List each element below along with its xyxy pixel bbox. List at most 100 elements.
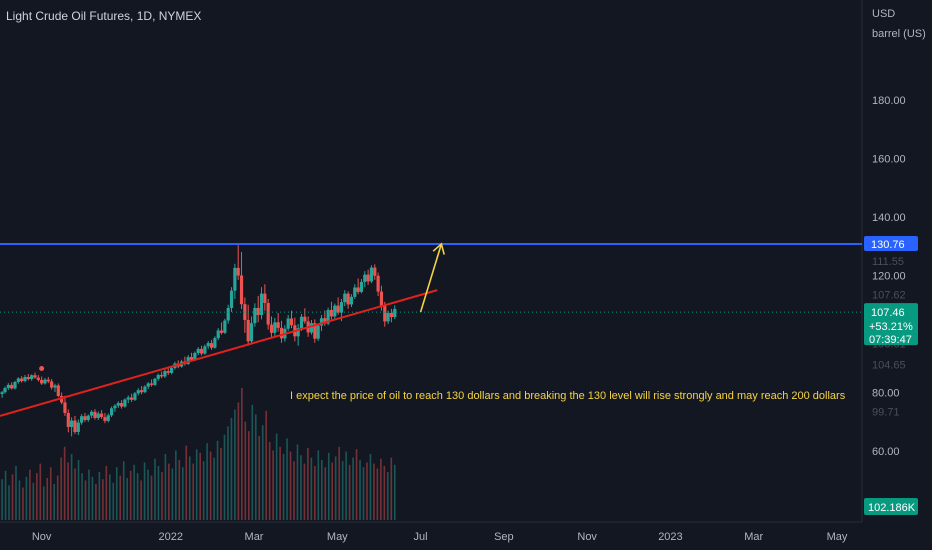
volume-bar xyxy=(275,433,278,520)
volume-bar xyxy=(25,476,28,520)
candle-body xyxy=(123,399,127,407)
price-tick-label: 140.00 xyxy=(872,212,906,224)
price-tick-label: 120.00 xyxy=(872,271,906,283)
volume-bar xyxy=(314,466,316,520)
volume-bar xyxy=(84,480,87,520)
price-tick-label: 80.00 xyxy=(872,388,900,400)
volume-bar xyxy=(88,469,90,520)
candle-body xyxy=(329,310,334,317)
volume-bar xyxy=(122,461,125,520)
candle-body xyxy=(90,411,94,416)
candle-body xyxy=(343,293,347,303)
candle-body xyxy=(139,390,144,393)
candle-body xyxy=(129,397,134,400)
candle-body xyxy=(156,374,160,379)
plot-area[interactable] xyxy=(0,0,862,522)
volume-bar xyxy=(352,457,354,520)
time-tick-label: Mar xyxy=(744,531,763,543)
candle-body xyxy=(76,422,80,432)
volume-bars xyxy=(1,388,396,520)
candle-body xyxy=(333,305,337,317)
forecast-arrow[interactable] xyxy=(419,242,445,313)
volume-bar xyxy=(175,450,177,520)
last-price-tag[interactable]: 107.46 +53.21% 07:39:47 xyxy=(864,303,918,346)
time-tick-label: Nov xyxy=(577,531,597,543)
volume-bar xyxy=(206,443,208,520)
candle-body xyxy=(126,397,130,400)
volume-bar xyxy=(133,464,135,520)
volume-bar xyxy=(181,467,184,520)
candle-body xyxy=(133,393,137,400)
candle-body xyxy=(346,293,350,305)
candle-body xyxy=(53,385,57,388)
candle-body xyxy=(296,328,300,337)
support-trend-line[interactable] xyxy=(0,289,438,417)
volume-bar xyxy=(109,474,111,520)
candle-body xyxy=(229,290,234,308)
volume-bar xyxy=(369,454,372,520)
candle-body xyxy=(196,348,200,354)
faded-price-tick-label: 104.65 xyxy=(872,360,906,372)
volume-bar xyxy=(286,438,288,520)
candle-body xyxy=(13,381,17,389)
price-scale[interactable] xyxy=(862,0,932,550)
candle-body xyxy=(186,357,190,364)
volume-bar xyxy=(18,480,21,520)
candle-body xyxy=(323,318,327,324)
volume-bar xyxy=(140,480,142,520)
annotation-text[interactable]: I expect the price of oil to reach 130 d… xyxy=(290,390,846,402)
candle-body xyxy=(149,383,154,385)
candle-body xyxy=(70,420,74,428)
candle-body xyxy=(80,416,84,423)
candle-body xyxy=(316,325,320,339)
candle-body xyxy=(273,322,277,333)
candle-body xyxy=(6,384,10,389)
volume-bar xyxy=(60,457,62,520)
unit-label[interactable]: barrel (US) xyxy=(872,28,926,40)
time-tick-label: Nov xyxy=(32,531,52,543)
volume-bar xyxy=(8,485,10,520)
candle-body xyxy=(116,403,120,406)
candle-body xyxy=(349,296,354,305)
candle-body xyxy=(36,377,40,380)
candle-body xyxy=(379,291,384,306)
volume-bar xyxy=(296,444,299,520)
candle-body xyxy=(326,310,330,324)
currency-label[interactable]: USD xyxy=(872,8,895,20)
volume-tag[interactable]: 102.186K xyxy=(864,498,918,515)
candle-body xyxy=(63,402,67,413)
arrow-head xyxy=(432,242,445,255)
volume-bar xyxy=(115,467,118,520)
volume-bar xyxy=(161,472,163,520)
volume-bar xyxy=(74,468,76,520)
volume-bar xyxy=(1,479,3,520)
volume-bar xyxy=(241,388,243,520)
volume-bar xyxy=(36,473,38,520)
resistance-price-tag[interactable]: 130.76 xyxy=(864,236,918,252)
faded-price-tick-label: 111.55 xyxy=(872,256,904,268)
volume-bar xyxy=(77,460,80,520)
candle-body xyxy=(356,287,360,292)
volume-bar xyxy=(230,418,233,520)
candle-body xyxy=(119,403,124,407)
candle-body xyxy=(33,375,37,378)
candle-body xyxy=(0,392,4,394)
volume-bar xyxy=(157,466,160,520)
symbol-title[interactable]: Light Crude Oil Futures, 1D, NYMEX xyxy=(6,9,201,23)
volume-bar xyxy=(237,402,240,520)
candle-body xyxy=(366,274,370,282)
time-tick-label: Jul xyxy=(414,531,428,543)
volume-bar xyxy=(355,449,358,520)
candle-body xyxy=(106,415,110,421)
candle-body xyxy=(96,413,100,418)
candle-body xyxy=(10,384,14,389)
candle-body xyxy=(73,420,77,432)
volume-bar xyxy=(265,410,267,520)
candle-body xyxy=(26,376,30,380)
volume-bar xyxy=(29,469,31,520)
time-tick-label: Sep xyxy=(494,531,514,543)
candle-body xyxy=(163,371,167,377)
candle-body xyxy=(60,396,64,403)
